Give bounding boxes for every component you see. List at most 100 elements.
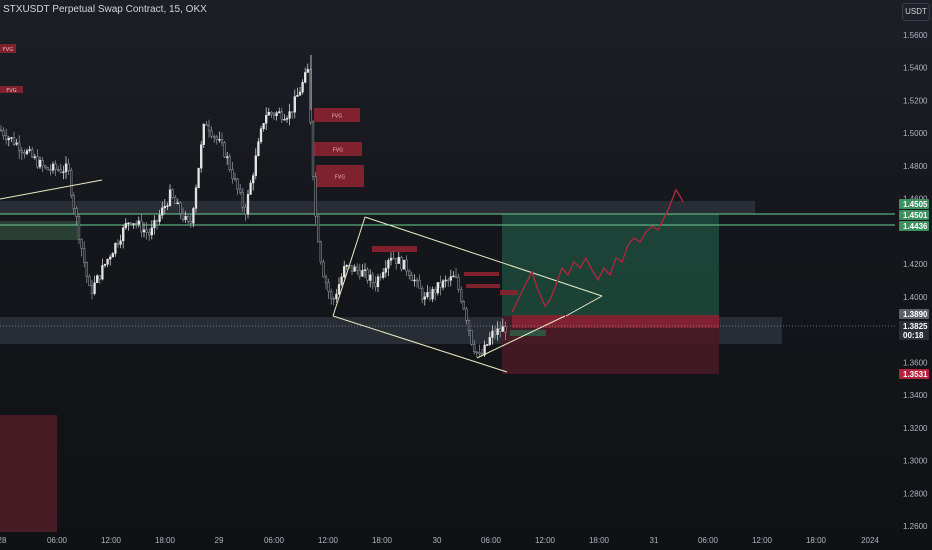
candle-body [231,169,234,179]
price-tick-label: 1.4800 [903,162,928,171]
candle-body [213,136,216,138]
candle-body [400,257,403,270]
candle-body [389,257,393,261]
candle-body [103,263,107,266]
candle-body [410,275,413,281]
candle-body [499,328,502,332]
candle-body [306,69,309,73]
candle-body [418,280,421,289]
candle-body [218,138,221,141]
fvg-box [0,86,23,93]
trend-line [332,315,508,373]
candle-body [392,257,395,260]
candle-body [366,269,369,281]
fvg-label: FVG [335,175,345,181]
candle-body [475,351,478,354]
candle-body [122,227,125,242]
candle-body [496,328,499,335]
candle-body [46,167,49,171]
candle-body [64,163,68,173]
candle-body [431,289,434,300]
candle-body [210,130,213,137]
currency-button[interactable]: USDT [902,3,930,21]
candle-body [28,149,31,151]
candle-body [462,301,465,310]
time-tick-label: 12:00 [318,536,339,545]
candle-body [270,112,273,115]
candle-body [382,272,385,278]
price-tick-label: 1.5400 [903,64,928,73]
time-tick-label: 06:00 [264,536,285,545]
price-tag-label: 1.4501 [903,211,928,220]
price-tag-label: 1.4436 [903,222,928,231]
price-tick-label: 1.2800 [903,489,928,498]
candle-body [478,352,481,355]
fvg-box [314,142,362,156]
candle-body [447,279,450,282]
candle-body [54,163,57,170]
candle-body [179,202,182,214]
candle-body [187,216,190,222]
candle-body [18,142,21,152]
fvg-box [510,330,546,336]
candle-body [176,202,179,205]
fvg-label: FVG [3,47,13,53]
candle-body [491,330,494,338]
time-tick-label: 18:00 [589,536,610,545]
candle-body [291,111,294,113]
candle-body [158,214,161,222]
candle-body [62,171,65,174]
candle-body [41,159,44,167]
candle-body [98,275,101,280]
candle-body [330,291,333,299]
candle-body [88,276,91,287]
candle-body [241,192,244,208]
candle-body [153,220,156,229]
candle-body [135,223,138,225]
candle-body [470,330,473,345]
candle-body [486,344,489,346]
candle-body [384,267,387,273]
candle-body [322,261,325,278]
candle-body [10,137,13,139]
candle-body [233,178,237,180]
candle-body [369,274,372,281]
candle-body [75,208,78,217]
candle-body [405,259,408,272]
candle-body [345,264,348,267]
candle-body [124,223,127,229]
candle-body [223,142,226,158]
candlesticks [0,63,507,358]
candle-body [428,292,432,300]
price-tag [899,221,929,231]
fvg-box [372,246,417,252]
candle-body [426,292,429,298]
time-tick-label: 12:00 [101,536,122,545]
candle-body [436,282,439,294]
fvg-box [464,272,499,276]
candle-body [395,258,398,264]
candle-body [262,123,265,130]
price-tick-label: 1.3600 [903,358,928,367]
candle-body [114,242,117,254]
time-tick-label: 30 [433,536,442,545]
candle-body [387,260,390,269]
candle-body [189,221,192,224]
fvg-label: FVG [6,88,16,94]
fvg-box [316,165,364,187]
candle-body [278,111,281,114]
candle-body [288,111,291,119]
candle-body [332,298,335,300]
time-tick-label: 18:00 [806,536,827,545]
candle-body [402,259,406,270]
candle-body [215,136,218,140]
candle-body [142,229,146,233]
symbol-title[interactable]: STXUSDT Perpetual Swap Contract, 15, OKX [3,4,207,15]
candle-body [197,167,200,189]
candle-body [38,159,42,168]
time-tick-label: 31 [650,536,659,545]
candle-body [67,163,70,171]
price-tick-label: 1.5600 [903,31,928,40]
